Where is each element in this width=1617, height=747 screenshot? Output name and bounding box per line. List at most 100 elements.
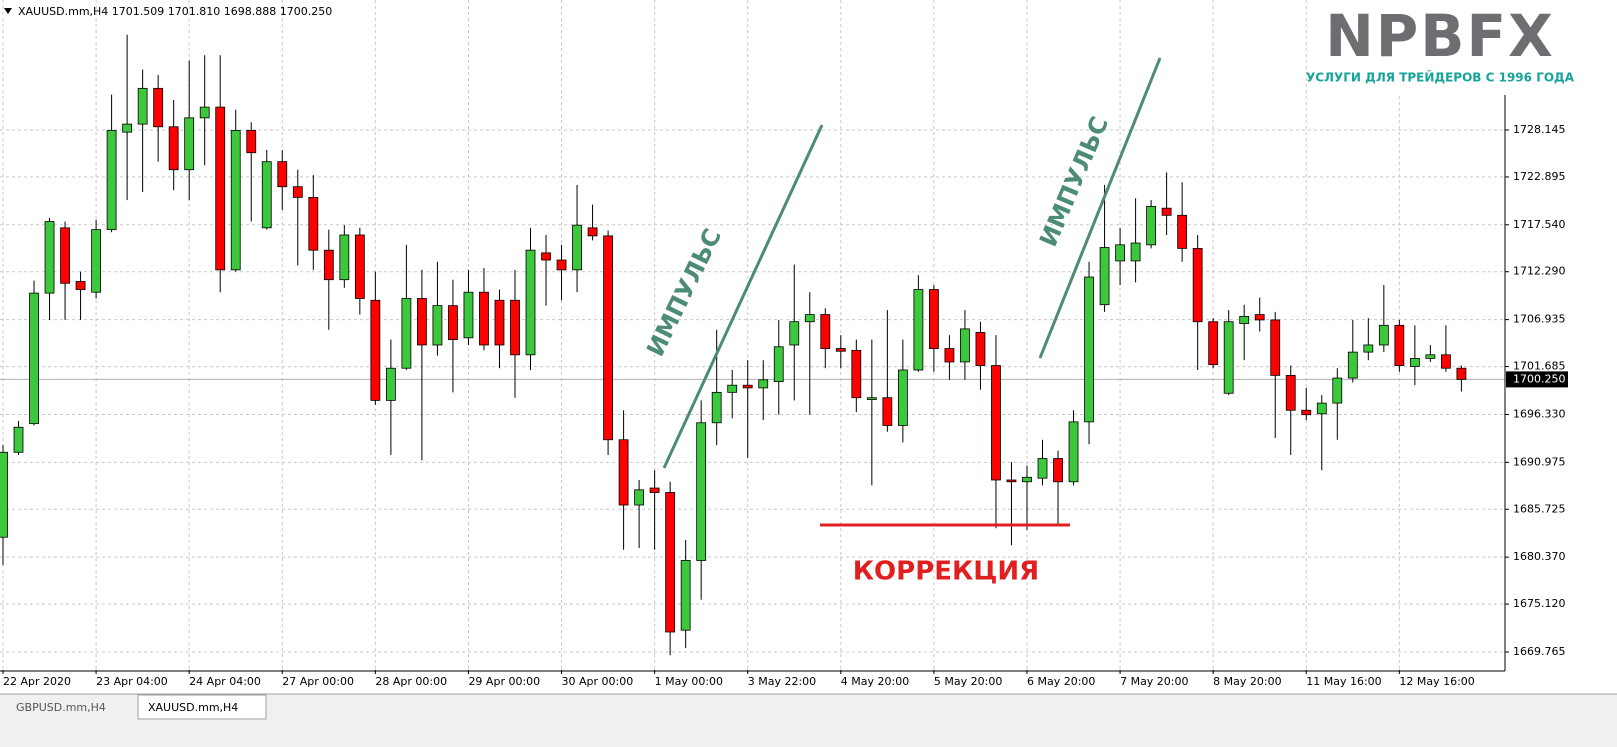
candle-body (385, 367, 396, 401)
candle-body (448, 305, 458, 341)
x-tick-label: 1 May 00:00 (655, 675, 723, 688)
candle-body (1347, 351, 1358, 379)
y-tick-label: 1685.725 (1513, 502, 1566, 515)
candle-body (804, 314, 815, 323)
tab[interactable]: GBPUSD.mm,H4 (16, 701, 106, 714)
logo-box (1310, 0, 1572, 95)
candle-body (308, 197, 319, 251)
x-tick-label: 6 May 20:00 (1027, 675, 1095, 688)
candle-body (1394, 324, 1405, 366)
candle-body (199, 106, 210, 119)
candle-body (556, 259, 567, 271)
candle-body (1022, 476, 1032, 483)
candle-body (587, 227, 598, 237)
correction-label: КОРРЕКЦИЯ (853, 557, 1039, 587)
candle-body (168, 126, 179, 171)
candle-body (0, 451, 8, 538)
candle-body (820, 314, 831, 349)
candle-body (510, 299, 520, 356)
active-tab[interactable] (137, 694, 267, 720)
candle-body (122, 123, 133, 133)
candle-body (277, 161, 288, 188)
candle-body (323, 249, 334, 281)
x-tick-label: 7 May 20:00 (1120, 675, 1188, 688)
candle-body (1425, 354, 1436, 359)
candle-body (1006, 479, 1017, 483)
candle-body (432, 305, 443, 346)
candle-body (525, 249, 536, 356)
candle-body (758, 379, 769, 389)
candle-body (711, 391, 722, 424)
candle-body (463, 291, 474, 339)
candle-body (1316, 402, 1327, 415)
y-tick-label: 1722.895 (1513, 170, 1566, 183)
candle-body (1099, 247, 1110, 306)
chart-header: XAUUSD.mm,H4 1701.509 1701.810 1698.888 … (18, 5, 332, 18)
candle-body (975, 332, 986, 366)
menu-triangle[interactable] (4, 8, 12, 14)
candle-body (1270, 319, 1281, 376)
last-price-tag (1506, 371, 1568, 388)
candle-body (1161, 207, 1172, 216)
candle-body (680, 560, 691, 631)
candle-body (417, 298, 427, 346)
x-tick-label: 22 Apr 2020 (3, 675, 71, 688)
x-tick-label: 23 Apr 04:00 (96, 675, 168, 688)
candle-body (261, 161, 272, 229)
candle-body (1301, 409, 1312, 416)
candle-body (339, 234, 350, 281)
candle-body (1053, 458, 1063, 483)
candle-body (1254, 314, 1265, 321)
candle-body (29, 292, 39, 425)
candle-body (1130, 242, 1141, 262)
y-tick-label: 1696.330 (1513, 407, 1566, 420)
candle-body (1192, 247, 1203, 323)
candle-body (137, 87, 148, 125)
trend-line (1038, 57, 1162, 359)
tab[interactable]: XAUUSD.mm,H4 (148, 701, 238, 714)
candle-body (1332, 377, 1343, 404)
candle-body (618, 439, 629, 506)
candle-body (75, 281, 86, 290)
x-tick-label: 29 Apr 00:00 (468, 675, 540, 688)
candle-body (1409, 357, 1420, 367)
y-tick-label: 1728.145 (1513, 123, 1566, 136)
candle-body (773, 346, 784, 383)
candle-body (292, 186, 303, 198)
x-tick-label: 4 May 20:00 (841, 675, 909, 688)
y-tick-label: 1706.935 (1513, 313, 1566, 326)
x-tick-label: 8 May 20:00 (1213, 675, 1281, 688)
candle-body (634, 489, 645, 506)
candle-body (184, 117, 195, 171)
candle-body (1146, 205, 1157, 246)
candle-body (696, 422, 707, 561)
candle-body (60, 227, 70, 284)
candle-body (246, 129, 257, 154)
y-tick-label: 1669.765 (1513, 645, 1566, 658)
y-tick-label: 1712.290 (1513, 265, 1566, 278)
y-tick-label: 1675.120 (1513, 597, 1566, 610)
candle-body (897, 369, 908, 426)
x-tick-label: 11 May 16:00 (1306, 675, 1381, 688)
candle-body (1177, 214, 1188, 249)
candle-body (401, 298, 412, 369)
x-tick-label: 27 Apr 00:00 (282, 675, 354, 688)
candle-body (215, 106, 226, 271)
candle-body (913, 289, 924, 371)
candle-body (13, 426, 24, 453)
candle-body (649, 487, 660, 493)
candle-body (1208, 321, 1219, 366)
candle-body (727, 384, 738, 393)
candle-body (91, 229, 101, 293)
logo: NPBFX (1325, 2, 1555, 70)
candle-body (665, 492, 676, 633)
candle-body (929, 289, 939, 349)
candle-body (1456, 367, 1467, 380)
candle-body (1068, 421, 1079, 483)
candle-body (541, 252, 551, 261)
candle-body (1084, 276, 1094, 423)
candle-body (230, 129, 241, 271)
candle-body (494, 299, 505, 346)
